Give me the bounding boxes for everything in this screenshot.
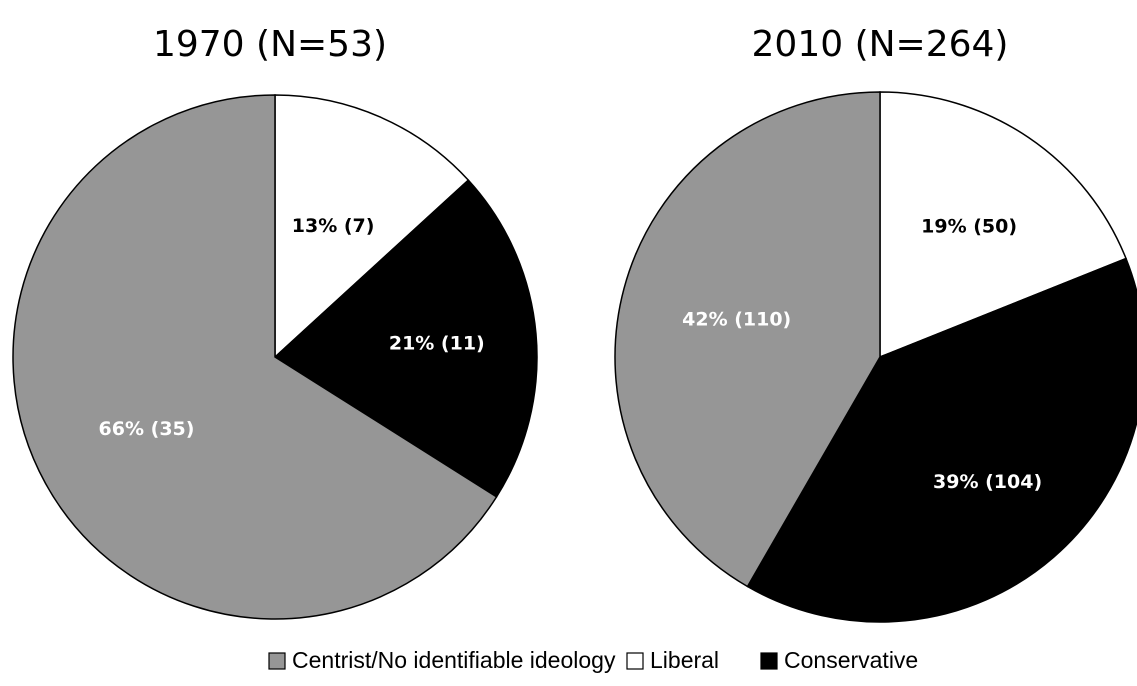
pie-slices-1970 (12, 94, 538, 620)
pie-slice-conservative-2010 (746, 257, 1137, 623)
chart-title-2010: 2010 (N=264) (752, 24, 1009, 65)
data-label-liberal-2010: 19% (50) (921, 215, 1017, 237)
data-label-conservative-1970: 21% (11) (389, 333, 485, 355)
data-label-conservative-2010: 39% (104) (933, 471, 1042, 493)
legend: Centrist/No identifiable ideology Libera… (268, 647, 918, 673)
pie-slice-liberal-2010 (879, 91, 1127, 359)
data-label-centrist-no-identifiable-ideology-2010: 42% (110) (682, 309, 791, 331)
legend-label-centrist: Centrist/No identifiable ideology (292, 647, 616, 673)
legend-swatch-liberal (626, 652, 644, 670)
pie-slices-2010 (614, 91, 1137, 623)
pie-slice-centrist-no-identifiable-ideology-1970 (12, 94, 498, 620)
legend-label-liberal: Liberal (650, 647, 719, 673)
pie-labels-2010: 19% (50) 39% (104) 42% (110) (682, 215, 1042, 493)
pie-chart-1970: 1970 (N=53) 13% (7) 21% (11) 66% (35) (12, 24, 538, 620)
legend-swatch-centrist (268, 652, 286, 670)
pie-slice-liberal-1970 (274, 94, 470, 359)
legend-label-conservative: Conservative (784, 647, 918, 673)
pie-chart-2010: 2010 (N=264) 19% (50) 39% (104) 42% (110) (614, 24, 1137, 623)
chart-title-1970: 1970 (N=53) (153, 24, 387, 65)
pie-labels-1970: 13% (7) 21% (11) 66% (35) (99, 215, 485, 440)
pie-slice-centrist-no-identifiable-ideology-2010 (614, 91, 881, 588)
data-label-centrist-no-identifiable-ideology-1970: 66% (35) (99, 418, 195, 440)
data-label-liberal-1970: 13% (7) (292, 215, 375, 237)
legend-swatch-conservative (760, 652, 778, 670)
pie-slice-conservative-1970 (273, 179, 538, 498)
